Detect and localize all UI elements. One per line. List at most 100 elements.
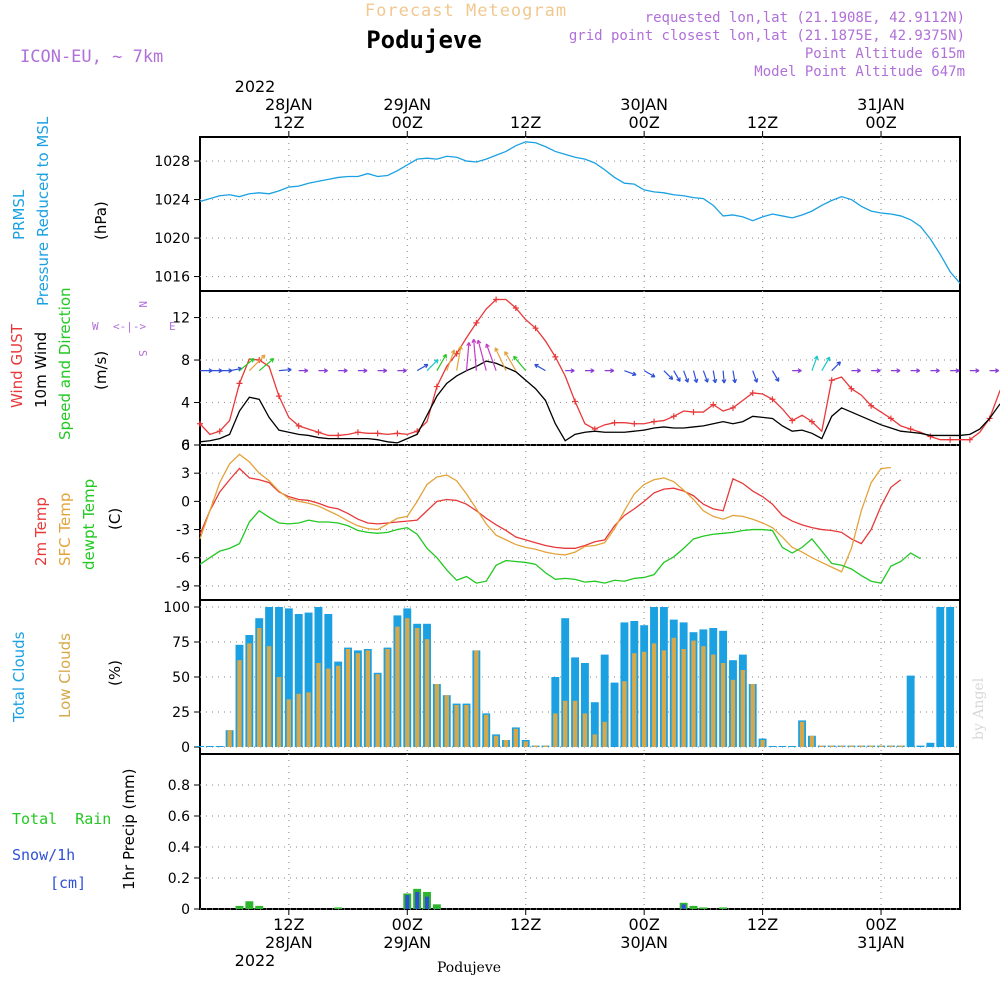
wind-direction-arrow [513, 355, 527, 372]
pressure-ytick-label: 1024 [154, 193, 190, 209]
wind-direction-arrow [721, 370, 727, 384]
gust-marker [236, 380, 243, 387]
top-date-label: 28JAN [265, 95, 313, 114]
wind-direction-arrow [624, 370, 637, 377]
total-clouds-bar [936, 607, 945, 747]
low-clouds-bar [582, 713, 588, 747]
bottom-time-label: 12Z [510, 915, 541, 934]
low-clouds-bar [829, 745, 834, 747]
top-date-label: 30JAN [620, 95, 668, 114]
wind-series-0 [199, 298, 1000, 441]
gust-marker [749, 389, 756, 396]
wind-direction-arrow [416, 363, 429, 372]
snow-bar [415, 891, 420, 909]
wind-direction-arrow [476, 339, 487, 371]
point-altitude: Point Altitude 615m [805, 46, 965, 62]
precip-legend-snow: Snow/1h [12, 846, 75, 864]
compass-e: E [169, 320, 176, 333]
low-clouds-bar [859, 745, 864, 747]
low-clouds-bar [651, 643, 657, 747]
clouds-ytick-label: 0 [181, 740, 190, 756]
low-clouds-bar [563, 700, 568, 747]
total-clouds-bar [294, 614, 303, 747]
snow-bar [425, 896, 429, 909]
pressure-ytick-label: 1020 [154, 231, 190, 247]
low-clouds-bar [730, 679, 736, 747]
gust-marker [611, 419, 618, 426]
rain-bar [699, 907, 708, 909]
wind-direction-arrow [426, 359, 439, 372]
low-clouds-bar [474, 650, 479, 747]
low-clouds-bar [414, 628, 420, 747]
low-clouds-bar [533, 745, 538, 747]
wind-direction-arrow [683, 370, 690, 383]
top-time-label: 00Z [392, 113, 423, 132]
total-clouds-bar [778, 746, 787, 747]
clouds-ytick-label: 25 [172, 705, 190, 721]
wind-direction-arrow [248, 354, 266, 372]
precip-legend-cm: [cm] [50, 874, 86, 892]
low-clouds-bar [306, 692, 311, 747]
gust-marker [907, 426, 914, 433]
low-clouds-bar [513, 728, 519, 747]
gust-marker [947, 436, 954, 443]
panels: 101610201024102804812-9-6-30360255075100… [154, 136, 1000, 918]
gust-marker [828, 377, 835, 384]
total-clouds-bar [205, 746, 214, 747]
bottom-date-label: 29JAN [383, 933, 431, 952]
wind-direction-arrow [397, 368, 407, 374]
temperature-panel: -9 -6 -3 0 3 6 [176, 438, 960, 600]
low-clouds-bar [345, 649, 351, 747]
low-clouds-bar [691, 640, 696, 747]
low-clouds-bar [632, 653, 637, 747]
year-label-bottom: 2022 [235, 951, 276, 970]
bottom-time-label: 00Z [392, 915, 423, 934]
pressure-label-1: PRMSL [10, 189, 28, 240]
wind-direction-arrow [989, 368, 1000, 374]
wind-direction-arrow [456, 345, 463, 371]
wind-labels: Wind GUST 10m Wind Speed and Direction (… [8, 287, 176, 440]
total-clouds-bar [304, 612, 313, 747]
low-clouds-bar [543, 745, 548, 747]
pressure-unit: (hPa) [92, 201, 110, 240]
wind-panel: 0 4 8 12 [172, 290, 1000, 454]
gust-marker [197, 420, 203, 427]
low-clouds-bar [553, 713, 558, 747]
total-clouds-bar [561, 618, 570, 747]
pressure-series-0 [199, 141, 961, 284]
temp-label-dewpt: dewpt Temp [80, 479, 98, 570]
low-clouds-bar [326, 668, 331, 747]
low-clouds-bar [878, 745, 884, 747]
top-time-label: 12Z [510, 113, 541, 132]
wind-ytick-label: 12 [172, 311, 190, 327]
bottom-date-label: 28JAN [265, 933, 313, 952]
gust-marker [966, 436, 973, 443]
temperature-ytick-label: -9 [176, 579, 190, 595]
total-clouds-bar [284, 608, 293, 747]
clouds-unit: (%) [106, 660, 124, 686]
gust-marker [710, 401, 717, 408]
total-clouds-bar [946, 607, 955, 747]
wind-direction-arrow [338, 368, 348, 374]
wind-label-gust: Wind GUST [8, 323, 26, 408]
wind-direction-arrow [446, 349, 456, 371]
wind-direction-arrow [851, 368, 861, 374]
bottom-time-label: 12Z [747, 915, 778, 934]
clouds-label-low: Low Clouds [56, 633, 74, 718]
wind-direction-arrow [278, 367, 292, 373]
wind-direction-arrow [811, 355, 819, 371]
low-clouds-bar [760, 740, 765, 747]
rain-bar [235, 905, 244, 909]
credit: by Angel [971, 677, 987, 740]
temperature-ytick-label: 6 [181, 438, 190, 454]
wind-direction-arrow [298, 368, 309, 374]
top-time-label: 00Z [865, 113, 896, 132]
total-clouds-bar [196, 746, 204, 747]
temp-label-2m: 2m Temp [32, 497, 50, 566]
total-clouds-bar [916, 745, 925, 747]
wind-direction-arrow [504, 351, 517, 371]
wind-direction-arrow [584, 368, 595, 374]
low-clouds-bar [671, 637, 676, 747]
